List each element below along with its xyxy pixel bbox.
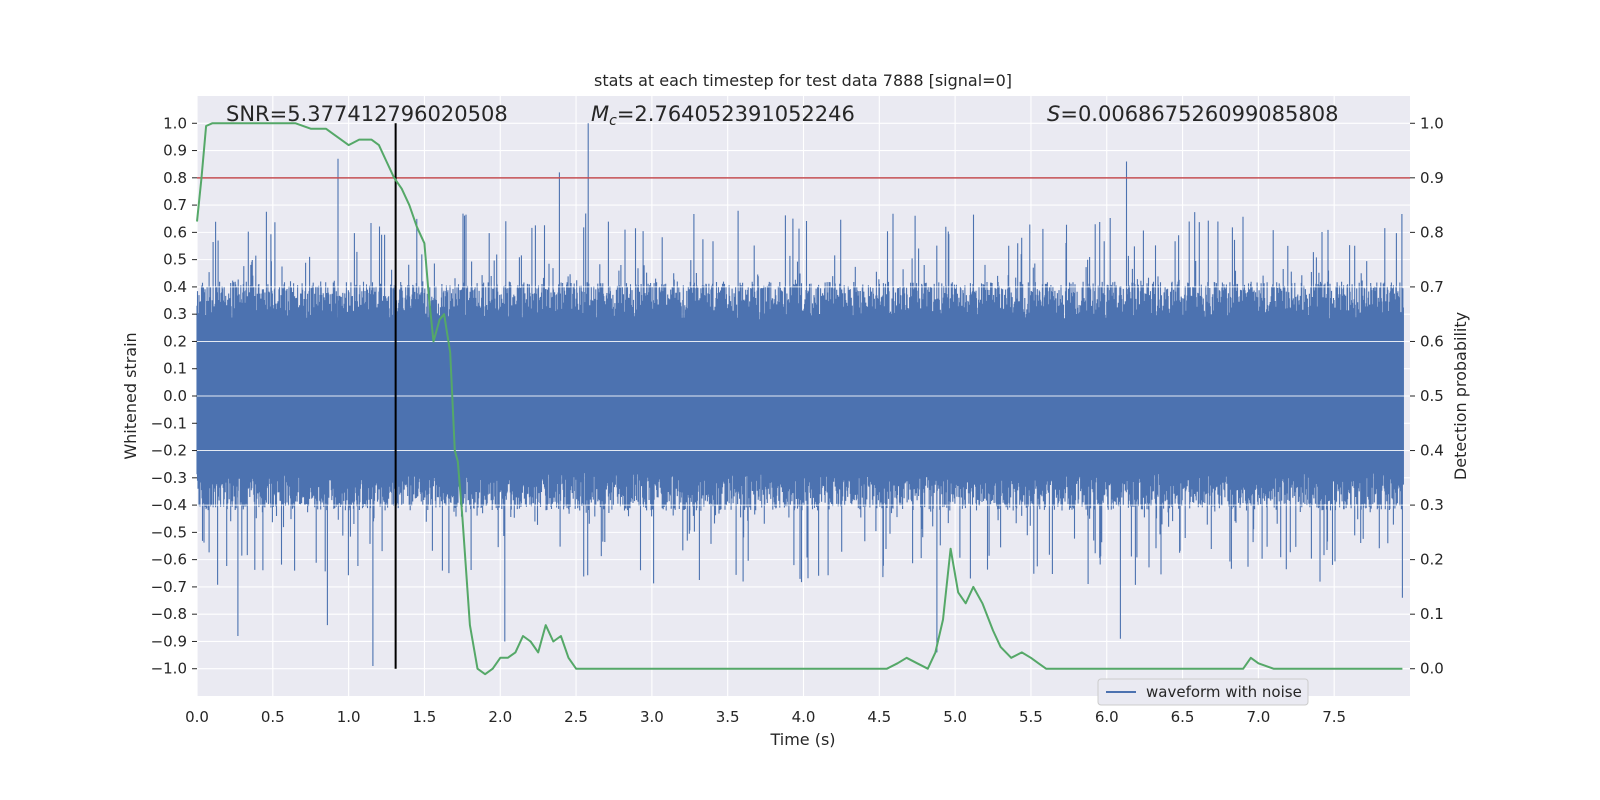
x-tick-label: 1.5 [413,708,437,726]
y-right-tick-label: 0.1 [1420,605,1444,623]
strain-series [196,123,1410,666]
overlay-lines [197,123,1410,669]
x-tick-label: 3.5 [716,708,740,726]
x-tick-label: 4.5 [867,708,891,726]
strain-waveform [196,123,1404,666]
x-tick-label: 1.0 [337,708,361,726]
axis-ticks: 1.0 0.9 0.8 0.7 0.6 0.5 0.4 0.3 0.2 0.1 0.0 −0.1 −0.… [151,114,1444,726]
x-tick-label: 5.5 [1019,708,1043,726]
y-left-tick-label: −0.7 [151,578,187,596]
y-right-tick-label: 0.6 [1420,332,1444,350]
detection-probability-line [196,122,1403,676]
y-left-tick-label: 1.0 [163,114,187,132]
y-right-tick-label: 0.2 [1420,551,1444,569]
mc-value: =2.764052391052246 [617,102,855,126]
y-right-tick-label: 0.3 [1420,496,1444,514]
y-left-tick-label: −0.4 [151,496,187,514]
y-left-tick-label: 0.4 [163,278,187,296]
mc-annotation: Mc=2.764052391052246 [591,102,855,129]
y-right-tick-label: 1.0 [1420,114,1444,132]
y-left-tick-label: −0.9 [151,632,187,650]
y-right-tick-label: 0.4 [1420,442,1444,460]
y-right-tick-label: 0.5 [1420,387,1444,405]
x-axis-label: Time (s) [769,730,835,749]
x-tick-label: 6.0 [1095,708,1119,726]
x-tick-label: 0.5 [261,708,285,726]
y-left-tick-label: 0.0 [163,387,187,405]
x-tick-label: 2.0 [488,708,512,726]
y-left-tick-label: 0.2 [163,332,187,350]
y-right-tick-label: 0.7 [1420,278,1444,296]
y-left-tick-label: −1.0 [151,660,187,678]
x-tick-label: 7.0 [1246,708,1270,726]
y-left-tick-label: 0.6 [163,223,187,241]
y-left-tick-label: 0.7 [163,196,187,214]
y-left-tick-label: −0.8 [151,605,187,623]
x-tick-label: 5.0 [943,708,967,726]
y-left-tick-label: −0.1 [151,414,187,432]
legend: waveform with noise [1097,678,1309,706]
x-tick-label: 0.0 [185,708,209,726]
chart-title: stats at each timestep for test data 788… [594,71,1012,90]
y-left-tick-label: 0.9 [163,142,187,160]
s-annotation: S=0.006867526099085808 [1047,102,1338,126]
mc-symbol: M [591,102,609,126]
y-left-tick-label: 0.5 [163,251,187,269]
y-left-tick-label: 0.3 [163,305,187,323]
y-left-tick-label: −0.3 [151,469,187,487]
snr-annotation: SNR=5.377412796020508 [226,102,508,126]
y-left-tick-label: 0.1 [163,360,187,378]
y-right-tick-label: 0.0 [1420,660,1444,678]
y-right-tick-label: 0.8 [1420,223,1444,241]
x-tick-label: 6.5 [1171,708,1195,726]
x-tick-label: 7.5 [1322,708,1346,726]
s-symbol: S [1047,102,1060,126]
y-left-tick-label: −0.5 [151,523,187,541]
y-axis-left-label: Whitened strain [121,332,140,459]
legend-label: waveform with noise [1146,683,1302,701]
x-tick-label: 2.5 [564,708,588,726]
y-left-tick-label: −0.2 [151,442,187,460]
x-tick-label: 3.0 [640,708,664,726]
legend-box [1097,678,1309,706]
y-axis-right-label: Detection probability [1451,312,1470,480]
y-right-tick-label: 0.9 [1420,169,1444,187]
mc-subscript: c [609,113,617,129]
probability-series [196,122,1403,676]
x-tick-label: 4.0 [792,708,816,726]
y-left-tick-label: −0.6 [151,551,187,569]
y-left-tick-label: 0.8 [163,169,187,187]
s-value: =0.006867526099085808 [1060,102,1338,126]
